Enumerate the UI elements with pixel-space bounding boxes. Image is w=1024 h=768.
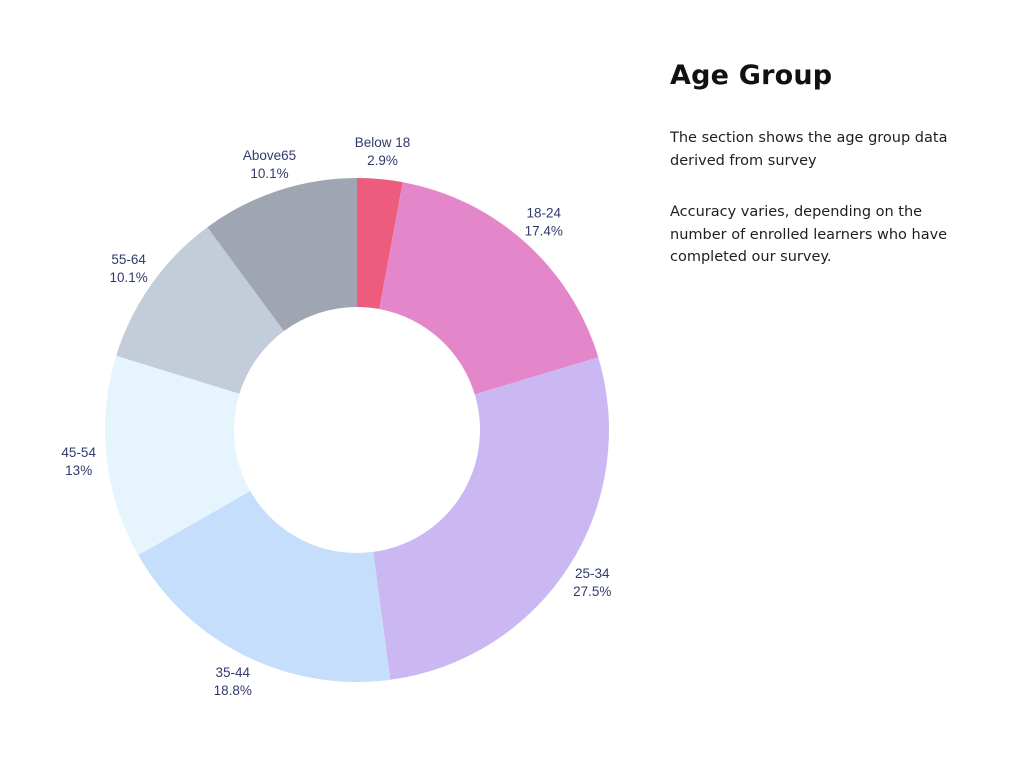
slice-label-55-64: 55-64 10.1%: [109, 252, 147, 285]
slice-label-25-34: 25-34 27.5%: [573, 566, 611, 599]
slice-label-35-44: 35-44 18.8%: [214, 665, 252, 698]
slice-label-45-54: 45-54 13%: [61, 445, 96, 478]
donut-slice-55-64[interactable]: [116, 227, 284, 394]
donut-slice-45-54[interactable]: [104, 355, 251, 556]
age-group-chart-area: Below 18 2.9% 18-24 17.4% 25-34 27.5% 35-44 18.…: [61, 135, 611, 698]
panel-description: The section shows the age group data der…: [670, 130, 948, 169]
page-title: Age Group: [670, 60, 833, 91]
donut-slice-25-34[interactable]: [373, 357, 610, 680]
slice-label-18-24: 18-24 17.4%: [525, 205, 563, 238]
age-group-donut-chart: Below 18 2.9% 18-24 17.4% 25-34 27.5% 35-44 18.…: [61, 135, 611, 698]
side-panel: Age Group The section shows the age grou…: [670, 60, 980, 269]
slice-label-above65: Above65 10.1%: [243, 148, 296, 181]
slice-label-below-18: Below 18 2.9%: [355, 135, 411, 168]
donut-slice-35-44[interactable]: [138, 491, 391, 682]
donut-slice-18-24[interactable]: [379, 182, 599, 395]
donut-slice-above65[interactable]: [207, 178, 357, 332]
donut-slice-below-18[interactable]: [357, 178, 403, 310]
panel-note: Accuracy varies, depending on the number…: [670, 204, 948, 265]
